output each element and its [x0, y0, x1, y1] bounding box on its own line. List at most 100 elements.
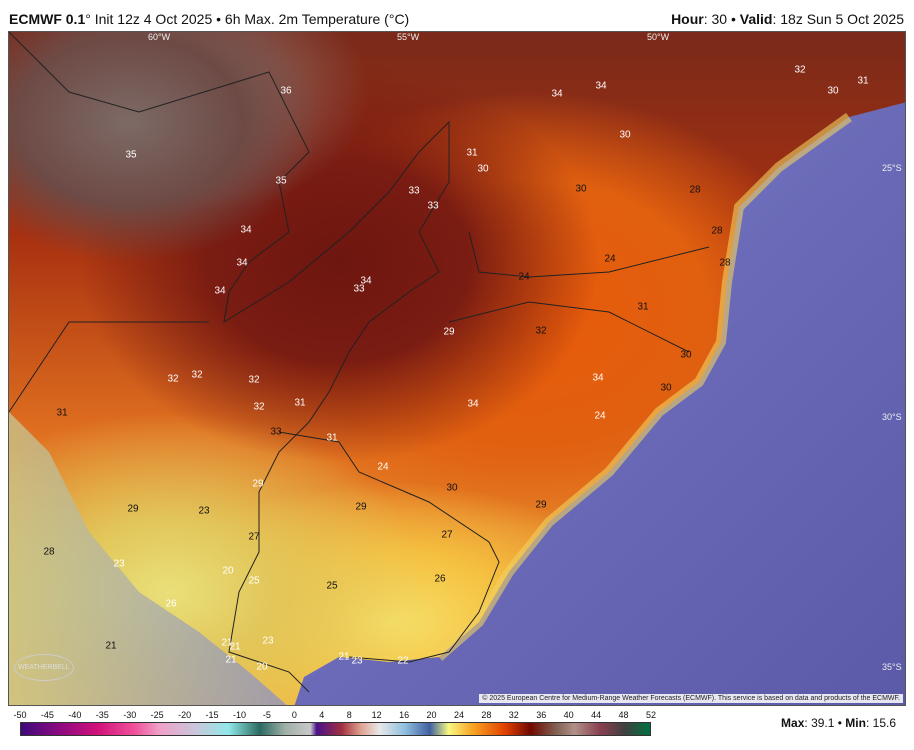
color-scale-tick: 0: [291, 710, 297, 720]
temperature-label: 27: [248, 531, 260, 543]
temperature-label: 34: [360, 275, 372, 287]
temperature-label: 31: [326, 432, 338, 444]
temperature-label: 31: [857, 75, 869, 87]
model-name: ECMWF 0.1: [9, 11, 86, 27]
temperature-label: 29: [535, 499, 547, 511]
temperature-label: 25: [326, 580, 338, 592]
temperature-label: 34: [236, 257, 248, 269]
temperature-label: 32: [167, 373, 179, 385]
color-scale-tick: -5: [262, 710, 271, 720]
color-scale-tick: 32: [508, 710, 519, 720]
temperature-label: 26: [434, 573, 446, 585]
color-scale-tick: -20: [178, 710, 192, 720]
chart-title: ECMWF 0.1° Init 12z 4 Oct 2025 • 6h Max.…: [9, 11, 409, 27]
temperature-label: 34: [551, 88, 563, 100]
color-scale-tick: -25: [150, 710, 164, 720]
lon-label: 55°W: [397, 32, 420, 42]
valid-time: Hour: 30 • Valid: 18z Sun 5 Oct 2025: [671, 11, 904, 27]
temperature-label: 34: [595, 80, 607, 92]
color-scale-tick: -35: [95, 710, 109, 720]
temperature-label: 35: [125, 149, 137, 161]
temperature-label: 20: [256, 661, 268, 673]
temperature-label: 29: [443, 326, 455, 338]
temperature-label: 23: [262, 635, 274, 647]
copyright-notice: © 2025 European Centre for Medium-Range …: [479, 694, 903, 703]
color-scale-tick: 40: [563, 710, 574, 720]
temperature-label: 27: [441, 529, 453, 541]
color-scale-tick: 48: [618, 710, 629, 720]
temperature-label: 32: [248, 374, 260, 386]
temperature-label: 26: [165, 598, 177, 610]
weatherbell-logo: WEATHERBELL: [14, 654, 74, 681]
temperature-label: 32: [253, 401, 265, 413]
color-scale-tick: -30: [123, 710, 137, 720]
temperature-label: 33: [353, 283, 365, 295]
temperature-label: 35: [275, 175, 287, 187]
min-value: 15.6: [872, 716, 896, 730]
color-scale-tick: 20: [426, 710, 437, 720]
color-scale-tick: -45: [40, 710, 54, 720]
hour-value: : 30 •: [703, 11, 740, 27]
color-scale-tick: -40: [68, 710, 82, 720]
temperature-label: 29: [127, 503, 139, 515]
temperature-label: 30: [446, 482, 458, 494]
color-scale-tick: 44: [591, 710, 602, 720]
temperature-label: 25: [248, 575, 260, 587]
temperature-label: 33: [270, 426, 282, 438]
lat-label: 35°S: [882, 662, 902, 672]
temperature-label: 36: [280, 85, 292, 97]
temperature-label: 22: [397, 655, 409, 667]
temperature-label: 33: [408, 185, 420, 197]
temperature-label: 28: [43, 546, 55, 558]
temperature-label: 31: [56, 407, 68, 419]
temperature-label: 34: [214, 285, 226, 297]
min-label: Min: [845, 716, 866, 730]
hour-label: Hour: [671, 11, 704, 27]
temperature-map: 60°W 55°W 50°W 25°S 30°S 35°S 36 35 35 34 34…: [8, 31, 906, 706]
max-min-stats: Max: 39.1 • Min: 15.6: [781, 716, 896, 730]
temperature-label: 30: [477, 163, 489, 175]
color-scale-tick: -10: [232, 710, 246, 720]
ocean-layer: [9, 32, 905, 705]
temperature-label: 21: [229, 641, 241, 653]
temperature-label: 28: [689, 184, 701, 196]
lon-label: 60°W: [148, 32, 171, 42]
color-scale-tick: 52: [645, 710, 657, 720]
southwest-cool-zone: [9, 412, 287, 705]
temperature-label: 23: [113, 558, 125, 570]
temperature-label: 30: [619, 129, 631, 141]
temperature-label: 30: [575, 183, 587, 195]
temperature-label: 33: [427, 200, 439, 212]
temperature-label: 30: [680, 349, 692, 361]
temperature-label: 30: [827, 85, 839, 97]
temperature-label: 30: [660, 382, 672, 394]
temperature-label: 21: [225, 654, 237, 666]
temperature-label: 31: [294, 397, 306, 409]
temperature-label: 28: [719, 257, 731, 269]
temperature-label: 31: [466, 147, 478, 159]
temperature-label: 34: [467, 398, 479, 410]
lat-label: 30°S: [882, 412, 902, 422]
temperature-label: 24: [594, 410, 606, 422]
color-scale-tick: 28: [481, 710, 492, 720]
temperature-label: 23: [198, 505, 210, 517]
color-scale-tick: 12: [371, 710, 382, 720]
temperature-label: 20: [222, 565, 234, 577]
temperature-label: 28: [711, 225, 723, 237]
lon-label: 50°W: [647, 32, 670, 42]
color-scale-tick: 4: [319, 710, 325, 720]
valid-value: : 18z Sun 5 Oct 2025: [772, 11, 904, 27]
coastal-warm-band: [435, 112, 852, 661]
valid-label: Valid: [739, 11, 773, 27]
color-scale-tick: 8: [346, 710, 352, 720]
temperature-label: 32: [191, 369, 203, 381]
color-scale-bar: [20, 722, 651, 736]
borders: [9, 32, 710, 693]
temperature-label: 24: [377, 461, 389, 473]
temperature-label: 21: [221, 637, 233, 649]
color-scale-tick: -50: [13, 710, 27, 720]
temperature-label: 34: [240, 224, 252, 236]
temperature-label: 29: [355, 501, 367, 513]
color-scale-tick: 16: [399, 710, 410, 720]
temperature-label: 23: [351, 655, 363, 667]
